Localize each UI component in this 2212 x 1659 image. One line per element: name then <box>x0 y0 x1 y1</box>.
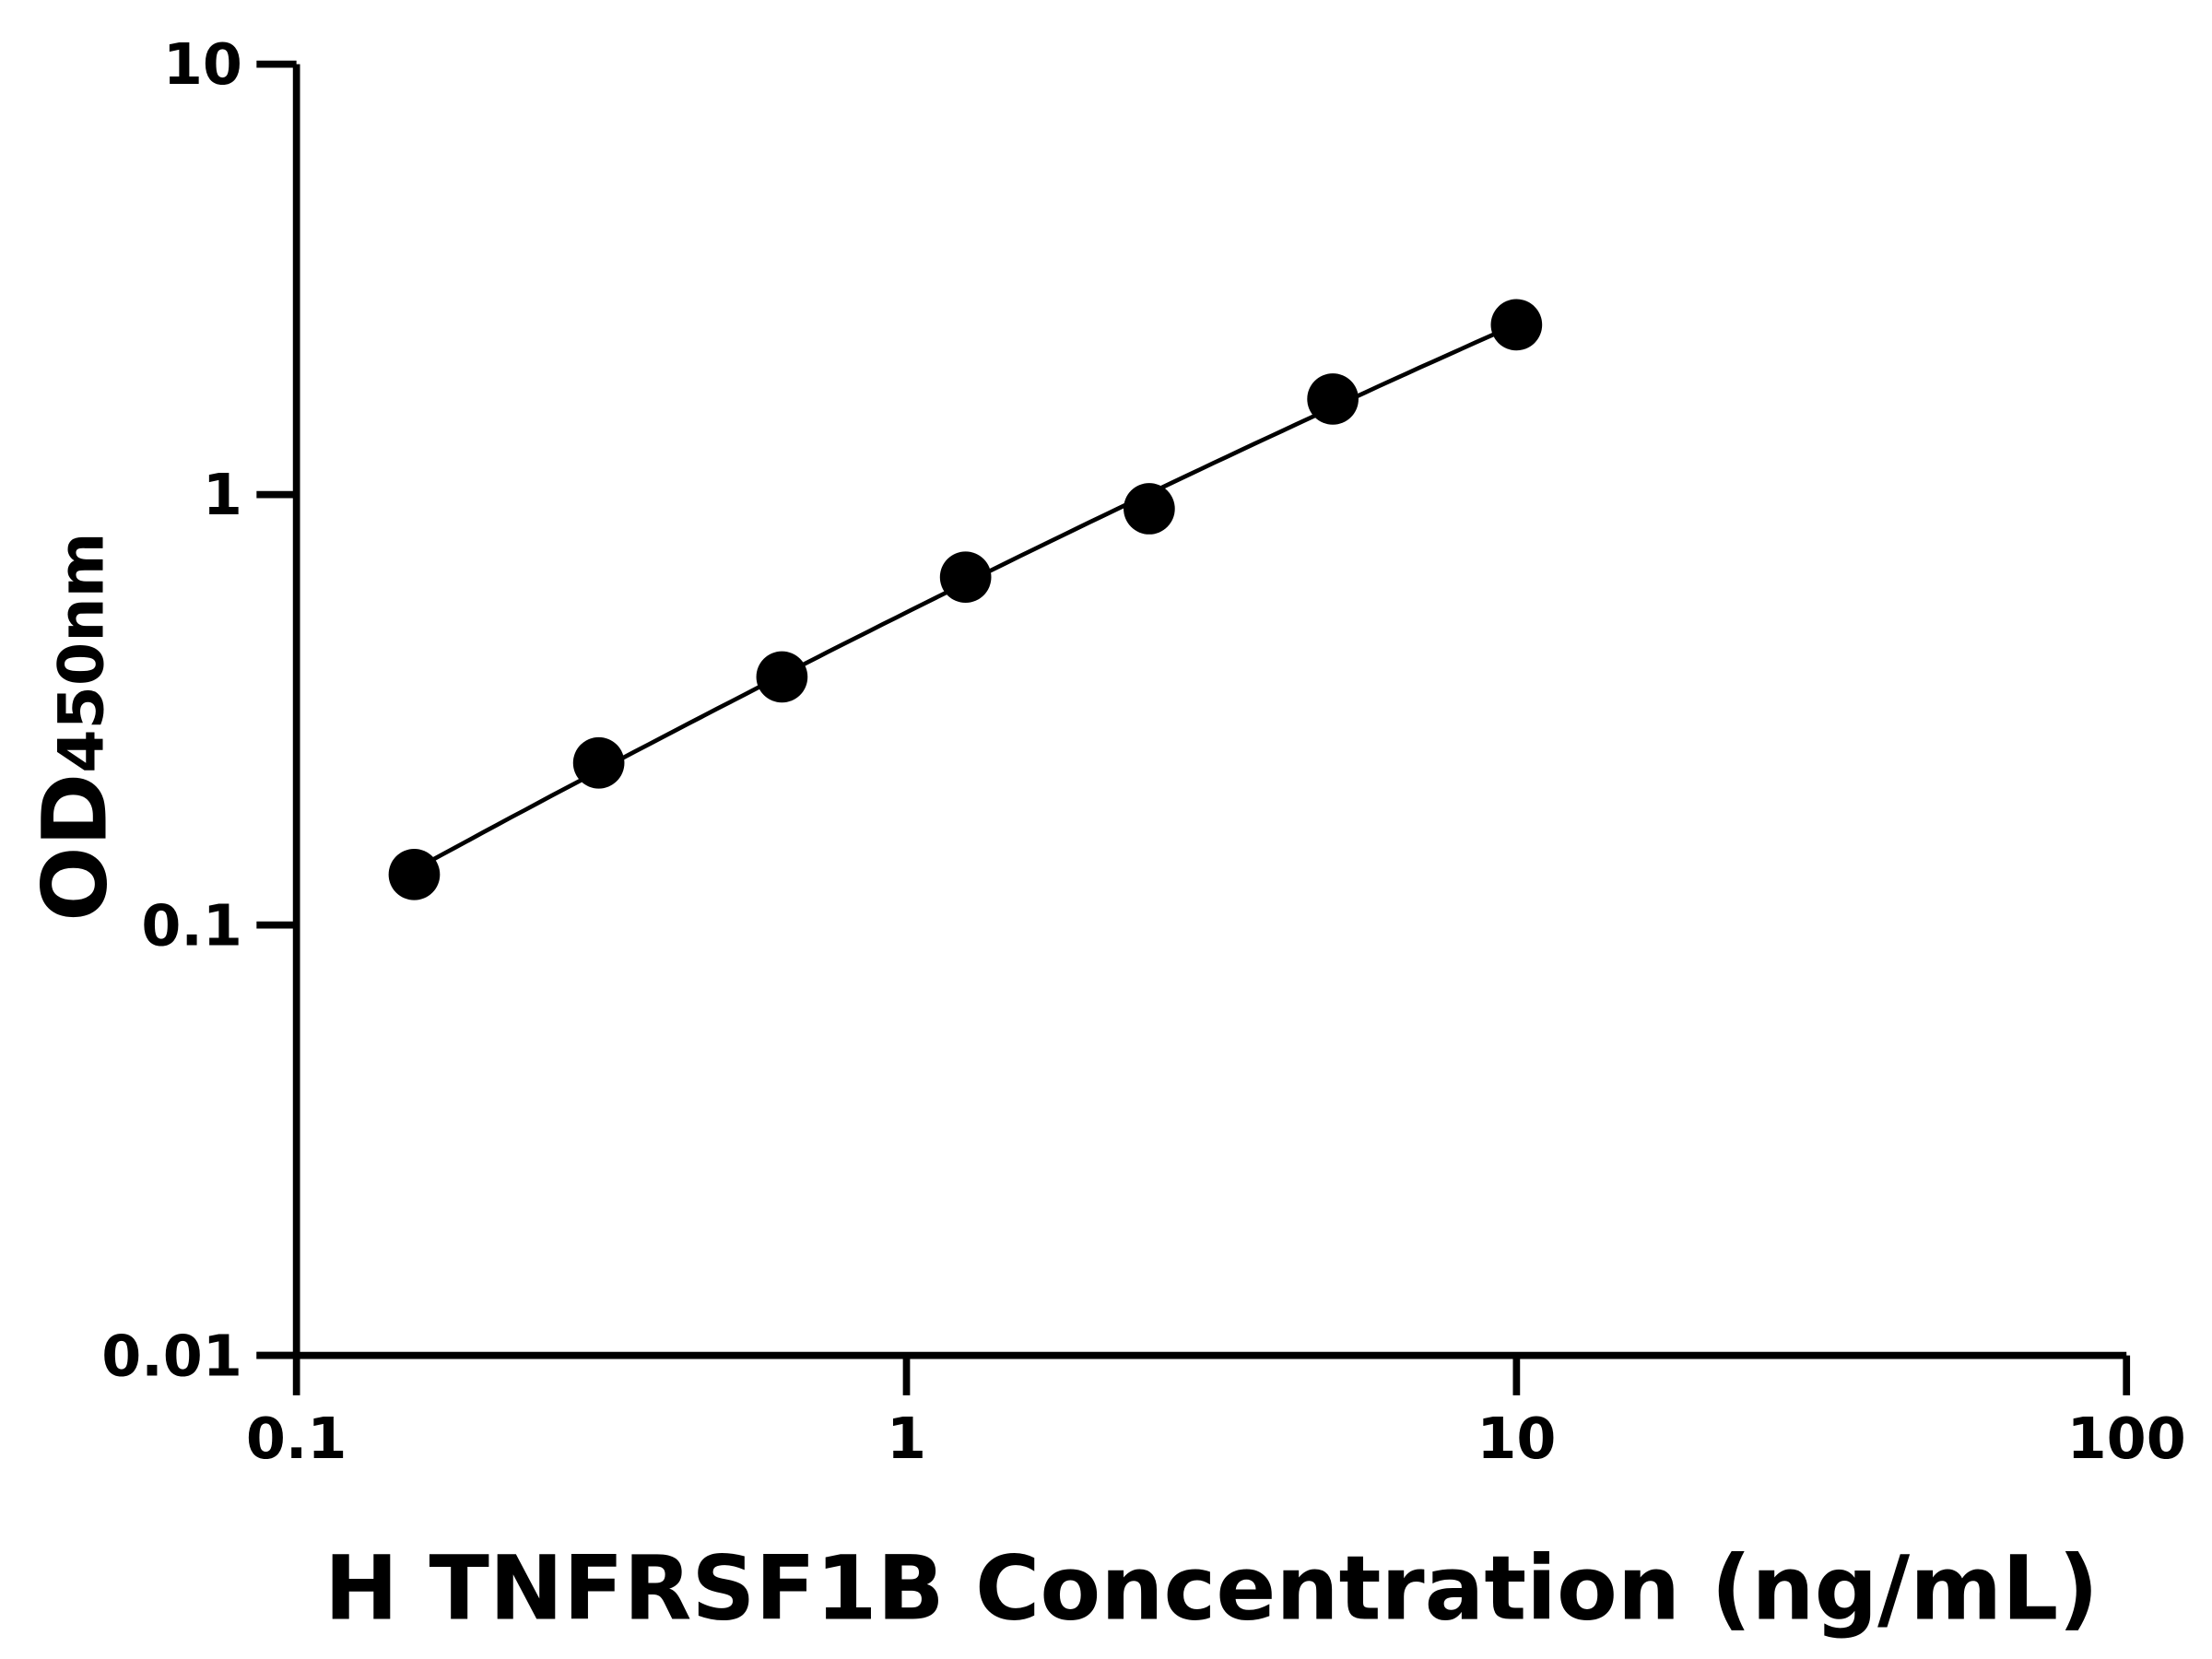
x-tick-label: 10 <box>1477 1406 1556 1472</box>
data-point <box>1307 373 1359 425</box>
y-axis-label-subscript: 450nm <box>45 532 118 772</box>
data-point <box>388 849 441 900</box>
x-tick-label: 1 <box>887 1406 926 1472</box>
y-axis-label: OD450nm <box>23 532 126 921</box>
x-axis-label: H TNFRSF1B Concentration (ng/mL) <box>324 1537 2099 1641</box>
x-tick-label: 0.1 <box>246 1406 347 1472</box>
data-point <box>1124 483 1175 535</box>
y-tick-label: 10 <box>163 31 242 98</box>
data-point <box>1490 299 1543 351</box>
svg-text:OD450nm: OD450nm <box>23 532 126 921</box>
y-axis-label-main: OD <box>23 773 126 922</box>
y-tick-label: 0.01 <box>101 1323 242 1389</box>
data-point <box>756 651 808 703</box>
data-points <box>388 299 1543 900</box>
x-tick-label: 100 <box>2067 1406 2186 1472</box>
y-tick-label: 1 <box>203 462 242 528</box>
data-point <box>939 551 992 604</box>
y-tick-label: 0.1 <box>141 892 242 959</box>
data-point <box>572 736 625 789</box>
